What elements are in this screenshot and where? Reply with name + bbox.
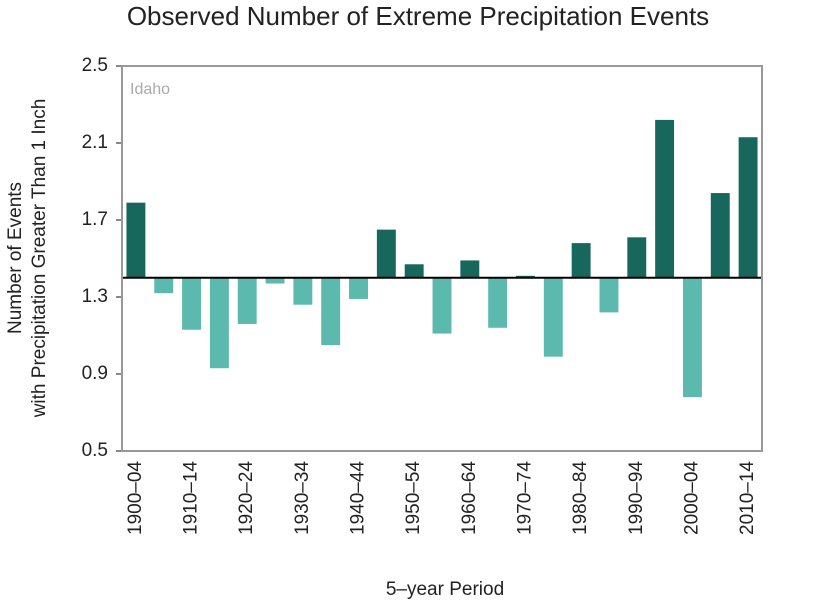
bar: [126, 202, 146, 278]
bar: [209, 277, 229, 369]
y-tick-label: 0.9: [82, 363, 108, 384]
x-tick-label: 1900–04: [125, 461, 146, 535]
plot-frame: [121, 65, 763, 452]
x-axis-label: 5–year Period: [386, 579, 504, 600]
x-tick-label: 1910–14: [181, 461, 202, 535]
annotation: Idaho: [130, 81, 170, 98]
x-tick-label: 1950–54: [403, 461, 424, 535]
bar: [321, 277, 341, 346]
x-tick-label: 1990–94: [626, 461, 647, 535]
bar: [182, 277, 202, 330]
bar: [376, 229, 396, 278]
bar: [488, 277, 508, 328]
bar: [432, 277, 452, 334]
y-axis-label: with Precipitation Greater Than 1 Inch: [29, 99, 50, 419]
bar: [237, 277, 257, 324]
bar: [738, 137, 758, 278]
bar: [543, 277, 563, 357]
chart-title: Observed Number of Extreme Precipitation…: [127, 1, 709, 31]
bar: [655, 119, 675, 278]
x-tick-label: 1940–44: [348, 461, 369, 535]
bar: [682, 277, 702, 398]
bar: [710, 193, 730, 278]
x-tick-label: 1920–24: [236, 461, 257, 535]
bar: [265, 277, 285, 284]
y-axis-label: Number of Events: [5, 182, 26, 334]
y-tick-label: 0.5: [82, 440, 108, 461]
bar: [349, 277, 368, 299]
bar: [571, 243, 591, 278]
x-tick-label: 1960–64: [459, 461, 480, 535]
bar: [599, 277, 619, 313]
y-tick-label: 1.3: [82, 286, 108, 307]
bar: [460, 260, 480, 278]
bar: [154, 277, 174, 294]
bar: [404, 264, 424, 278]
bar: [293, 277, 313, 305]
y-tick-label: 2.1: [82, 132, 108, 153]
x-tick-label: 1970–74: [514, 461, 535, 535]
x-tick-label: 1980–84: [570, 461, 591, 535]
y-tick-label: 2.5: [82, 55, 108, 76]
x-tick-label: 2010–14: [737, 461, 758, 535]
bar: [627, 237, 647, 278]
x-tick-label: 2000–04: [681, 461, 702, 535]
x-tick-label: 1930–34: [292, 461, 313, 535]
y-tick-label: 1.7: [82, 209, 108, 230]
